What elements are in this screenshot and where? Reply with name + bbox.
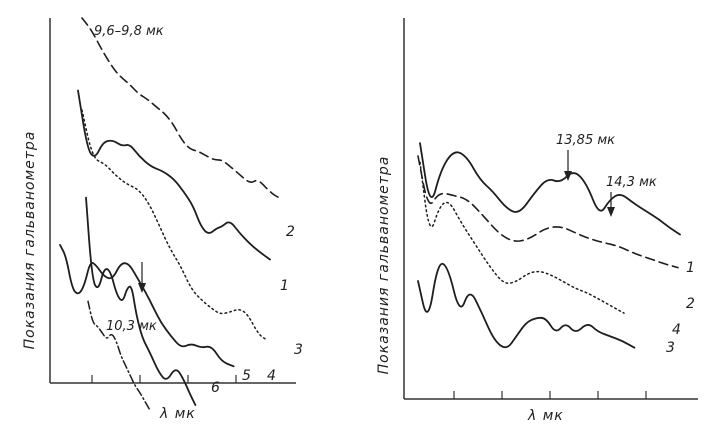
left-series-2-line (81, 17, 283, 200)
left-series-5-label: 5 (242, 368, 251, 384)
left-series-2-label: 2 (286, 224, 295, 240)
right-arrow-14-3 (607, 192, 615, 217)
left-x-ticks (91, 375, 237, 383)
right-series-3-line (417, 262, 636, 349)
right-series-group: 1 24 3 (417, 142, 695, 356)
right-series-3-label: 3 (666, 340, 675, 356)
left-x-axis-label: λ мк (159, 406, 196, 422)
right-y-axis-label: Показания гальванометра (376, 156, 392, 375)
right-series-1-line (419, 142, 681, 236)
left-series-5-line (85, 196, 197, 406)
left-series-6-line (87, 300, 151, 410)
left-series-1-label: 1 (280, 278, 289, 294)
left-series-6-label: 6 (211, 380, 220, 396)
left-y-axis-label: Показания гальванометра (22, 131, 38, 350)
right-series-2-line (417, 155, 679, 269)
left-series-4-label: 4 (267, 368, 276, 384)
right-x-axis-label: λ мк (527, 408, 564, 424)
right-series-4-label: 4 (672, 322, 681, 338)
right-series-4-line (419, 161, 625, 314)
left-series-3-line (81, 109, 268, 341)
left-annotation-9-6: 9,6–9,8 мк (94, 24, 164, 39)
right-series-2-label: 2 (686, 296, 695, 312)
right-arrow-13-85 (564, 150, 572, 181)
left-series-group: 2 1 3 45 6 (59, 17, 303, 410)
left-annotation-10-3: 10,3 мк (106, 319, 157, 334)
left-series-4-line (59, 244, 235, 368)
right-x-ticks (453, 391, 647, 399)
right-chart: 1 24 3 Показания гальванометра λ мк 13,85 … (376, 18, 698, 424)
right-annotation-14-3: 14,3 мк (606, 175, 657, 190)
left-series-3-label: 3 (294, 342, 303, 358)
left-series-1-line (77, 89, 271, 261)
left-chart: 2 1 3 45 6 Показания гальванометра λ мк 9,6–… (22, 17, 303, 422)
right-annotation-13-85: 13,85 мк (556, 133, 615, 148)
right-series-1-label: 1 (686, 260, 695, 276)
left-arrow-10-3 (138, 262, 146, 293)
